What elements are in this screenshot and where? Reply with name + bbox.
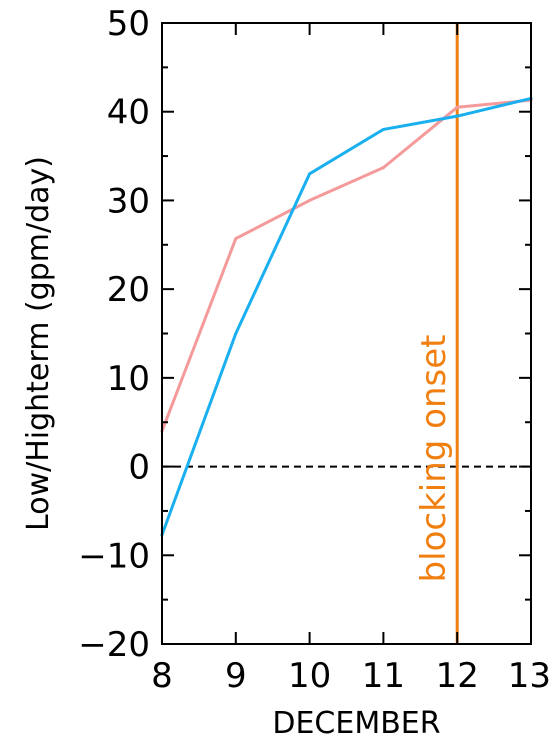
- plot-marks: blocking onset: [160, 23, 533, 644]
- y-tick-label: 20: [107, 270, 150, 310]
- axis-ticks: [161, 22, 532, 645]
- series-1-point: [455, 105, 459, 109]
- y-tick-label: 30: [107, 181, 150, 221]
- y-tick-label: 10: [107, 359, 150, 399]
- series-2-point: [308, 172, 312, 176]
- x-tick-label: 12: [436, 656, 479, 696]
- series-line-1: [160, 98, 533, 433]
- x-axis-label: DECEMBER: [272, 706, 440, 741]
- series-1-point: [381, 166, 385, 170]
- y-axis-label: Low/Highterm (gpm/day): [21, 156, 56, 531]
- series-2-point: [455, 114, 459, 118]
- y-tick-label: 0: [128, 448, 150, 488]
- x-tick-label: 8: [151, 656, 173, 696]
- y-tick-label: −10: [78, 536, 150, 576]
- x-tick-label: 11: [362, 656, 405, 696]
- series-1-point: [308, 198, 312, 202]
- x-tick-label: 9: [225, 656, 247, 696]
- plot-frame: [161, 22, 532, 645]
- x-tick-label: 13: [508, 656, 551, 696]
- series-2-point: [381, 127, 385, 131]
- x-tick-label: 10: [288, 656, 331, 696]
- y-tick-label: 50: [107, 4, 150, 44]
- series-line-2: [160, 96, 533, 537]
- series-2-point: [234, 332, 238, 335]
- series-1-point: [234, 237, 238, 241]
- blocking-onset-label: blocking onset: [414, 335, 454, 583]
- y-tick-label: −20: [78, 625, 150, 665]
- y-tick-label: 40: [107, 93, 150, 133]
- tick-labels: −20 −10 0 10 20 30 40 50 8 9 10 11 12 13: [78, 4, 551, 696]
